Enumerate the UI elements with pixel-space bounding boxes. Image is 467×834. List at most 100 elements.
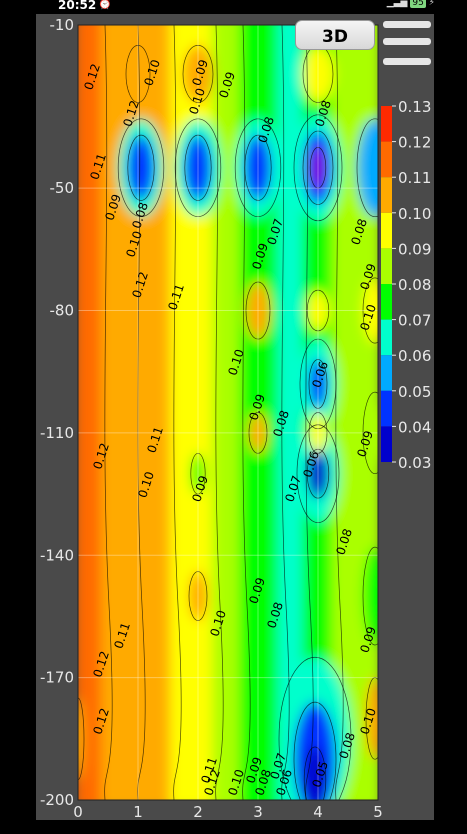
colorbar-label: 0.03 bbox=[398, 454, 431, 472]
contour-region bbox=[304, 746, 326, 800]
contour-line bbox=[188, 571, 208, 621]
contour-line bbox=[303, 746, 327, 800]
contour-fill bbox=[78, 25, 378, 800]
colorbar-label: 0.06 bbox=[398, 347, 431, 365]
x-tick-label: 2 bbox=[193, 803, 203, 821]
contour-line bbox=[127, 134, 155, 201]
contour-region bbox=[309, 359, 327, 409]
contour-line bbox=[182, 45, 214, 103]
colorbar-label: 0.11 bbox=[398, 169, 431, 187]
contour-line bbox=[362, 546, 378, 646]
contour-region bbox=[310, 147, 326, 189]
contour-line bbox=[356, 118, 378, 218]
contour-region bbox=[184, 135, 212, 201]
contour-line bbox=[125, 45, 151, 103]
colorbar-segment bbox=[381, 106, 392, 142]
contour-region bbox=[127, 135, 155, 201]
battery-indicator: ▁▃▅ 95 ⚡ bbox=[387, 0, 435, 8]
contour-line bbox=[309, 147, 327, 189]
contour-line bbox=[306, 448, 330, 499]
alarm-off-icon: ⏰ bbox=[98, 0, 112, 10]
contour-region bbox=[307, 449, 329, 499]
y-tick-label: -110 bbox=[40, 424, 74, 442]
contour-line bbox=[184, 134, 212, 201]
contour-region bbox=[357, 118, 378, 217]
contour-line bbox=[242, 25, 251, 800]
contour-region bbox=[190, 453, 206, 495]
x-tick-label: 3 bbox=[253, 803, 263, 821]
battery-level: 95 bbox=[410, 0, 426, 8]
contour-region bbox=[249, 412, 267, 454]
contour-line bbox=[293, 114, 343, 222]
colorbar-segment bbox=[381, 355, 392, 391]
y-tick-label: -80 bbox=[50, 302, 75, 320]
contour-line bbox=[173, 25, 182, 800]
contour-region bbox=[366, 677, 378, 760]
view-3d-button[interactable]: 3D bbox=[295, 20, 375, 50]
contour-line bbox=[174, 118, 222, 218]
colorbar-segment bbox=[381, 212, 392, 249]
contour-region bbox=[309, 412, 327, 454]
contour-line bbox=[308, 412, 328, 454]
colorbar-segment bbox=[381, 141, 392, 178]
contour-line bbox=[245, 281, 271, 340]
contour-line bbox=[306, 289, 330, 332]
contour-line bbox=[281, 25, 290, 800]
contour-line bbox=[305, 25, 314, 800]
plot-frame bbox=[77, 24, 379, 801]
colorbar-label: 0.08 bbox=[398, 276, 431, 294]
hamburger-menu-icon[interactable] bbox=[383, 18, 431, 68]
contour-region bbox=[363, 277, 378, 344]
contour-line bbox=[362, 277, 378, 344]
x-tick-label: 5 bbox=[373, 803, 383, 821]
contour-region bbox=[183, 45, 213, 103]
colorbar-label: 0.13 bbox=[398, 98, 431, 116]
contour-line bbox=[248, 412, 268, 454]
contour-region bbox=[126, 45, 150, 103]
colorbar-label: 0.04 bbox=[398, 418, 431, 436]
contour-line bbox=[78, 697, 85, 780]
colorbar-segment bbox=[381, 248, 392, 284]
y-tick-label: -200 bbox=[40, 791, 74, 809]
y-tick-label: -140 bbox=[40, 546, 74, 564]
status-time: 20:52 bbox=[58, 0, 97, 12]
contour-region bbox=[307, 290, 329, 331]
contour-line bbox=[190, 452, 206, 495]
contour-line bbox=[302, 130, 334, 205]
contour-region bbox=[303, 45, 333, 103]
colorbar-segment bbox=[381, 319, 392, 356]
contour-line bbox=[296, 424, 340, 523]
contour-line bbox=[104, 25, 113, 800]
contour-line bbox=[362, 391, 378, 475]
y-tick-label: -170 bbox=[40, 669, 74, 687]
contour-line bbox=[234, 118, 282, 218]
colorbar-label: 0.05 bbox=[398, 383, 431, 401]
colorbar-segment bbox=[381, 390, 392, 427]
contour-line bbox=[365, 677, 378, 760]
contour-region bbox=[78, 698, 84, 780]
y-tick-label: -50 bbox=[50, 179, 75, 197]
x-tick-label: 0 bbox=[73, 803, 83, 821]
status-bar: 20:52 ⏰ ▁▃▅ 95 ⚡ bbox=[0, 0, 467, 14]
contour-region bbox=[244, 135, 272, 201]
x-tick-label: 1 bbox=[133, 803, 143, 821]
bolt-icon: ⚡ bbox=[428, 0, 435, 8]
colorbar-label: 0.07 bbox=[398, 312, 431, 330]
contour-line bbox=[293, 701, 337, 800]
navigation-bar bbox=[0, 820, 467, 834]
contour-line bbox=[278, 656, 352, 800]
contour-line bbox=[335, 25, 344, 800]
contour-line bbox=[137, 25, 146, 800]
colorbar-label: 0.10 bbox=[398, 205, 431, 223]
colorbar-label: 0.09 bbox=[398, 240, 431, 258]
colorbar-label: 0.12 bbox=[398, 134, 431, 152]
contour-region bbox=[363, 392, 378, 474]
colorbar-segment bbox=[381, 177, 392, 213]
colorbar-segment bbox=[381, 426, 392, 462]
x-tick-label: 4 bbox=[313, 803, 323, 821]
signal-icon: ▁▃▅ bbox=[386, 0, 408, 8]
contour-region bbox=[246, 281, 270, 340]
contour-region bbox=[189, 571, 207, 621]
contour-region bbox=[363, 547, 378, 645]
